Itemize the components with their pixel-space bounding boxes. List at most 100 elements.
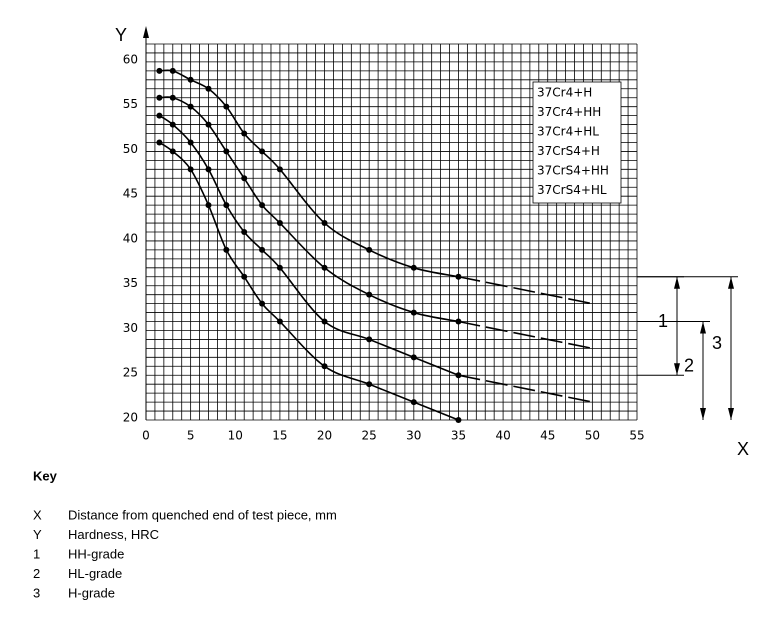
data-point (241, 130, 248, 137)
x-tick-label: 50 (585, 429, 600, 443)
legend-entry: 37Cr4+HL (537, 125, 599, 139)
x-tick-label: 45 (540, 429, 555, 443)
data-point (276, 264, 283, 271)
legend-entry: 37Cr4+H (537, 86, 592, 100)
y-tick-label: 45 (123, 187, 138, 201)
y-tick-label: 60 (123, 52, 138, 66)
key-text: HH-grade (68, 546, 124, 561)
data-point (187, 103, 194, 110)
data-point (169, 94, 176, 101)
data-point (276, 166, 283, 173)
x-tick-label: 20 (317, 429, 332, 443)
y-tick-label: 20 (123, 411, 138, 425)
data-point (455, 273, 462, 280)
x-tick-label: 30 (406, 429, 421, 443)
data-point (410, 354, 417, 361)
band-label: 2 (684, 356, 694, 376)
data-point (156, 112, 163, 119)
data-point (276, 220, 283, 227)
key-title: Key (33, 468, 58, 483)
legend-entry: 37CrS4+HL (537, 183, 607, 197)
data-point (321, 264, 328, 271)
legend-entry: 37CrS4+H (537, 144, 600, 158)
data-point (259, 148, 266, 155)
data-point (366, 336, 373, 343)
y-axis-arrow (143, 26, 149, 38)
data-point (205, 202, 212, 209)
y-tick-label: 50 (123, 142, 138, 156)
data-point (321, 220, 328, 227)
data-point (169, 121, 176, 128)
band-arrow (674, 276, 680, 289)
x-tick-label: 15 (272, 429, 287, 443)
data-point (205, 85, 212, 92)
curve-extension (458, 275, 593, 305)
data-point (455, 417, 462, 423)
curve-extension (458, 374, 593, 403)
x-tick-label: 55 (629, 429, 644, 443)
data-point (156, 67, 163, 74)
y-tick-label: 30 (123, 321, 138, 335)
data-point (205, 166, 212, 173)
data-point (259, 246, 266, 253)
data-point (241, 229, 248, 235)
y-tick-label: 55 (123, 97, 138, 111)
data-point (223, 246, 230, 253)
curve-extension (458, 320, 593, 350)
y-tick-label: 40 (123, 231, 138, 245)
data-point (187, 166, 194, 173)
y-tick-label: 35 (123, 276, 138, 290)
data-point (455, 318, 462, 325)
band-label: 3 (712, 333, 722, 353)
data-point (410, 309, 417, 316)
x-tick-label: 5 (187, 429, 195, 443)
band-arrow (728, 408, 734, 420)
key-text: Hardness, HRC (68, 527, 159, 542)
data-point (223, 202, 230, 209)
data-point (259, 202, 266, 209)
x-tick-label: 35 (451, 429, 466, 443)
data-point (205, 121, 212, 128)
x-tick-label: 40 (495, 429, 510, 443)
data-point (187, 76, 194, 83)
key-symbol: X (33, 507, 42, 522)
key-symbol: 3 (33, 585, 40, 600)
x-tick-label: 25 (362, 429, 377, 443)
data-point (410, 264, 417, 271)
data-point (321, 318, 328, 325)
y-axis-label: Y (115, 25, 127, 45)
legend-entry: 37CrS4+HH (537, 164, 609, 178)
data-point (169, 148, 176, 155)
data-point (259, 300, 266, 307)
legend-box (532, 81, 622, 204)
key-symbol: Y (33, 527, 42, 542)
data-point (410, 399, 417, 406)
data-point (241, 175, 248, 182)
key-symbol: 1 (33, 546, 40, 561)
data-point (223, 148, 230, 155)
data-point (455, 372, 462, 379)
band-arrow (674, 363, 680, 376)
band-arrow (700, 321, 706, 334)
key-text: HL-grade (68, 566, 122, 581)
y-tick-label: 25 (123, 366, 138, 380)
data-point (169, 67, 176, 74)
key-text: Distance from quenched end of test piece… (68, 507, 337, 522)
band-arrow (728, 276, 734, 289)
data-point (241, 273, 248, 280)
x-axis-label: X (737, 439, 749, 459)
band-arrow (700, 408, 706, 420)
legend-entry: 37Cr4+HH (537, 105, 601, 119)
data-point (366, 291, 373, 298)
x-tick-label: 10 (228, 429, 243, 443)
data-point (223, 103, 230, 110)
x-tick-label: 0 (142, 429, 150, 443)
key-text: H-grade (68, 585, 115, 600)
data-point (366, 246, 373, 253)
band-label: 1 (658, 311, 668, 331)
data-point (187, 139, 194, 146)
data-point (156, 94, 163, 101)
data-point (321, 363, 328, 370)
data-point (156, 139, 163, 146)
